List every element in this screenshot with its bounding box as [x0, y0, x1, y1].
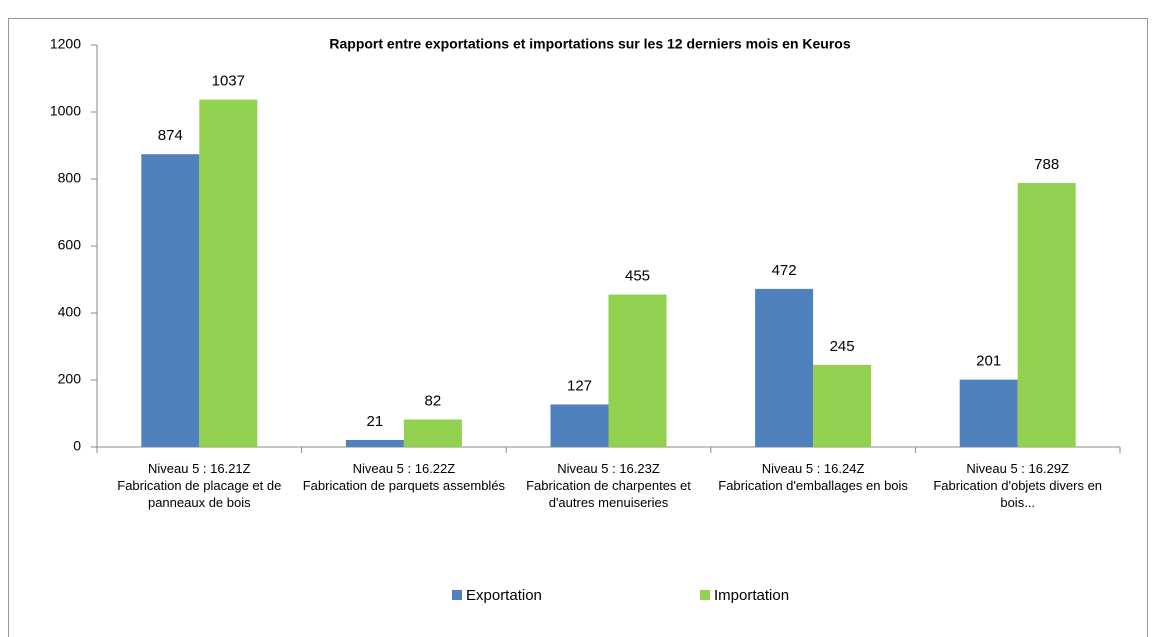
data-label: 455: [625, 268, 650, 285]
y-tick-label: 800: [58, 170, 82, 186]
data-label: 201: [976, 353, 1001, 370]
data-label: 245: [830, 338, 855, 355]
data-label: 127: [567, 377, 592, 394]
y-tick-label: 1200: [50, 36, 81, 52]
x-tick-label: Niveau 5 : 16.22Z Fabrication de parquet…: [302, 461, 506, 493]
data-label: 472: [772, 262, 797, 279]
legend-label: Exportation: [466, 587, 542, 604]
x-tick-label: Niveau 5 : 16.24Z Fabrication d'emballag…: [718, 461, 908, 493]
bar: [345, 439, 404, 447]
y-tick-label: 1000: [50, 103, 81, 119]
bar: [550, 404, 609, 447]
legend-swatch: [452, 590, 462, 600]
bar: [141, 154, 200, 447]
y-tick-label: 200: [58, 371, 82, 387]
bar: [199, 99, 258, 447]
y-tick-label: 600: [58, 237, 82, 253]
x-tick-label: Niveau 5 : 16.29Z Fabrication d'objets d…: [933, 461, 1103, 510]
y-tick-label: 400: [58, 304, 82, 320]
data-label: 1037: [212, 73, 245, 90]
data-label: 82: [425, 392, 442, 409]
bar: [813, 364, 872, 447]
bar: [1017, 183, 1076, 447]
chart-title: Rapport entre exportations et importatio…: [329, 36, 850, 52]
bar: [403, 419, 462, 447]
data-label: 788: [1034, 156, 1059, 173]
bar: [755, 288, 814, 447]
legend-swatch: [700, 590, 710, 600]
x-tick-label: Niveau 5 : 16.23Z Fabrication de charpen…: [526, 461, 691, 510]
bar: [959, 379, 1018, 447]
data-label: 874: [158, 127, 183, 144]
x-tick-label: Niveau 5 : 16.21Z Fabrication de placage…: [117, 461, 282, 510]
y-tick-label: 0: [73, 438, 81, 454]
bar: [608, 294, 667, 447]
data-label: 21: [367, 413, 384, 430]
legend-label: Importation: [714, 587, 789, 604]
